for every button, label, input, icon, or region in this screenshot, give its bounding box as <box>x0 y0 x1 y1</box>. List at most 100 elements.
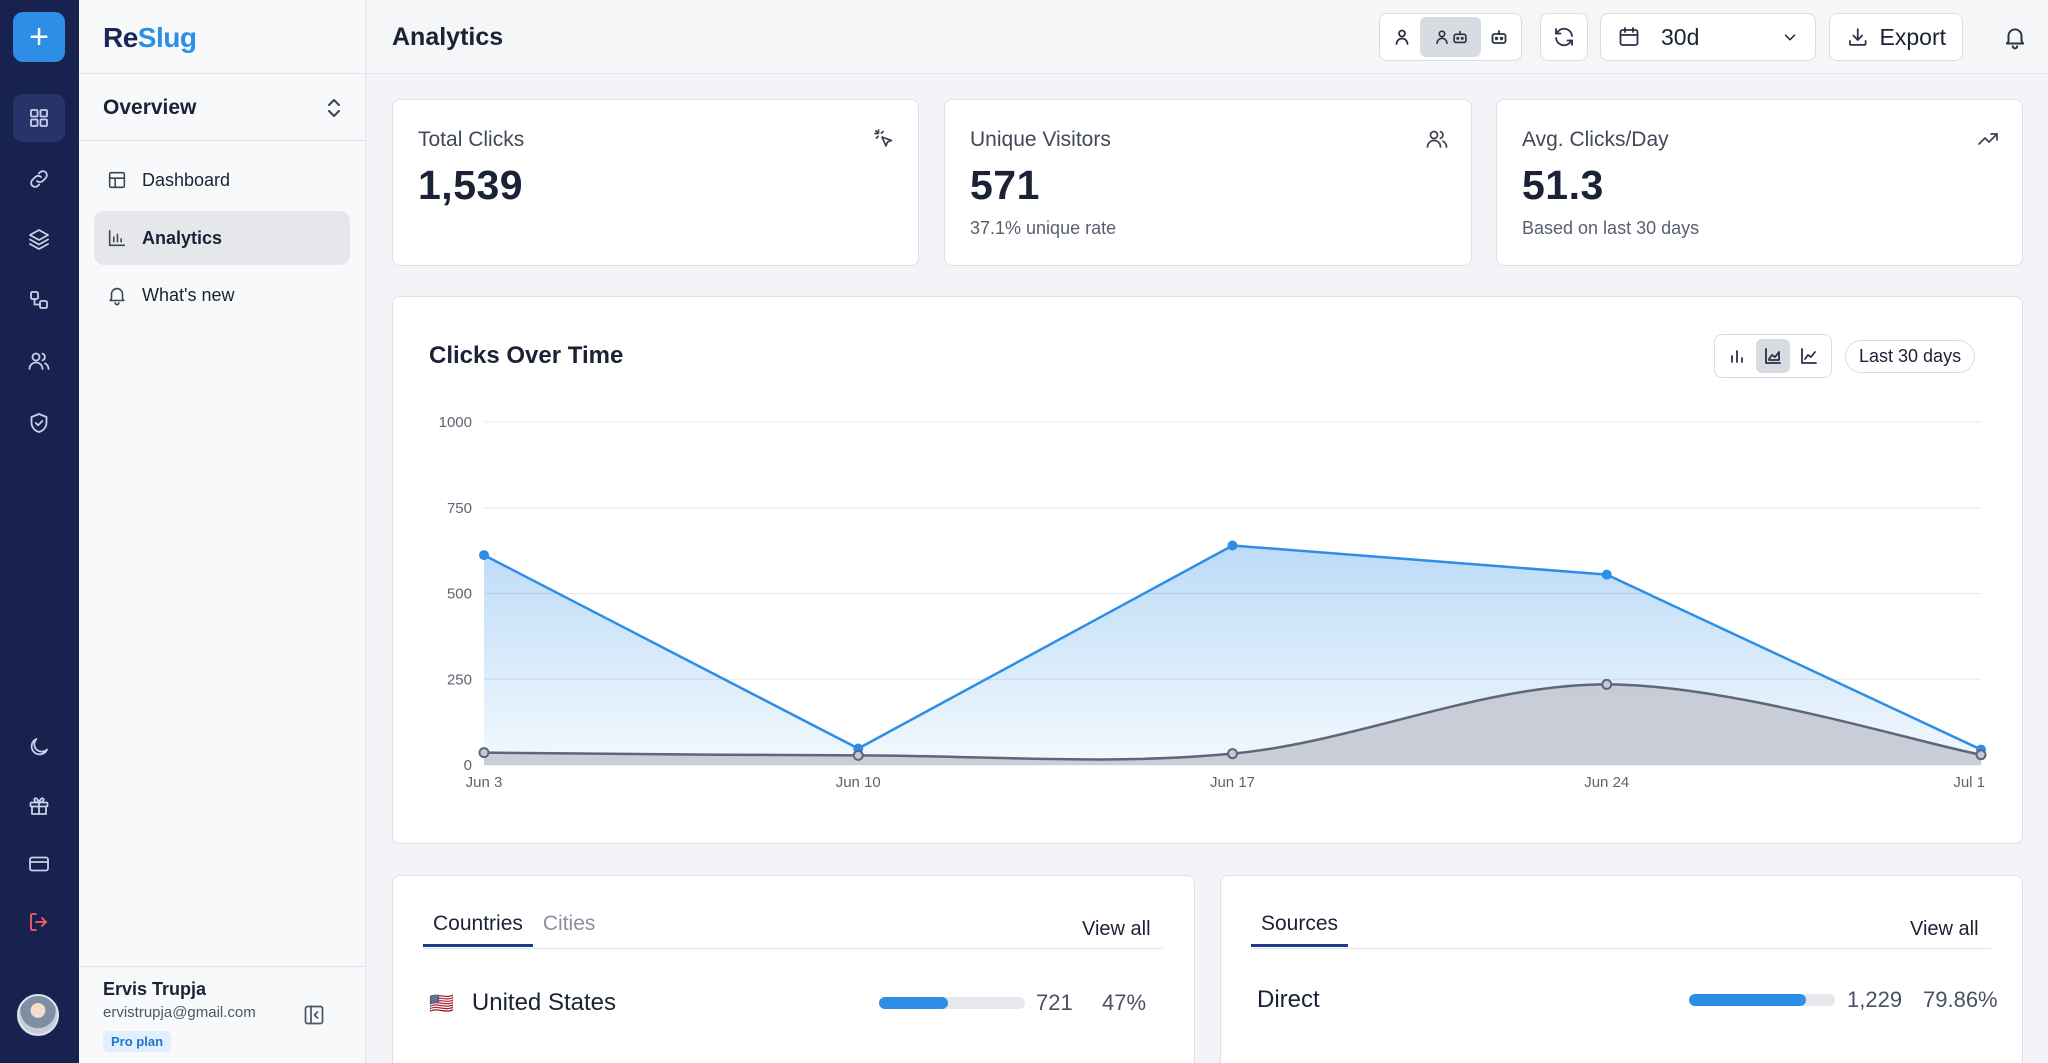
source-label: Direct <box>1257 986 1320 1013</box>
avatar[interactable] <box>17 994 59 1036</box>
rail-layers-button[interactable] <box>13 215 65 263</box>
sidebar-item-analytics[interactable]: Analytics <box>94 211 350 265</box>
sources-tabs: Sources <box>1251 906 1349 947</box>
date-range-value: 30d <box>1661 23 1700 50</box>
row-count: 721 <box>1036 990 1073 1015</box>
chart-type-toggle <box>1714 334 1832 378</box>
humans-filter-button[interactable] <box>1383 17 1420 57</box>
list-item[interactable]: Direct 1,229 79.86% <box>1257 980 1998 1020</box>
date-range-select[interactable]: 30d <box>1600 13 1816 61</box>
dashboard-icon <box>108 171 126 189</box>
line-chart-type-button[interactable] <box>1792 339 1826 373</box>
data-point[interactable] <box>1975 749 1987 761</box>
bell-icon <box>109 287 125 306</box>
tabs-divider <box>1251 948 1991 949</box>
credit-card-icon <box>29 856 49 872</box>
user-email: ervistrupja@gmail.com <box>103 1004 256 1021</box>
tab-sources[interactable]: Sources <box>1251 906 1349 947</box>
stat-label: Unique Visitors <box>970 128 1111 151</box>
share-bar-fill <box>1689 994 1806 1006</box>
logo-re: Re <box>103 22 138 53</box>
download-icon <box>1849 28 1867 46</box>
all-traffic-filter-button[interactable] <box>1420 17 1481 57</box>
line-chart-icon <box>1801 348 1817 364</box>
sidebar-item-whats-new[interactable]: What's new <box>94 268 350 322</box>
logout-icon <box>30 913 47 931</box>
workspace-title: Overview <box>103 96 197 119</box>
bot-icon <box>1492 30 1507 44</box>
export-button[interactable]: Export <box>1829 13 1963 61</box>
stat-value: 571 <box>970 162 1040 208</box>
y-tick-label: 1000 <box>439 414 472 431</box>
traffic-filter-toggle <box>1379 13 1522 61</box>
calendar-icon <box>1619 27 1639 46</box>
stat-label: Total Clicks <box>418 128 525 151</box>
app-logo[interactable]: ReSlug <box>103 22 197 54</box>
data-point[interactable] <box>1227 540 1238 551</box>
rail-security-button[interactable] <box>13 399 65 447</box>
app-rail: + <box>0 0 79 1063</box>
bell-icon <box>2005 28 2025 50</box>
sources-view-all-link[interactable]: View all <box>1910 918 1979 940</box>
sidebar: ReSlug Overview Dashboard Analytics What… <box>79 0 366 1063</box>
bot-icon <box>1452 30 1467 44</box>
bots-filter-button[interactable] <box>1481 17 1518 57</box>
workspace-switcher[interactable]: Overview <box>103 94 343 122</box>
series-area-fill <box>484 684 1981 765</box>
share-bar <box>1689 994 1835 1006</box>
data-point[interactable] <box>1601 569 1612 580</box>
sidebar-item-dashboard[interactable]: Dashboard <box>94 153 350 207</box>
rail-billing-button[interactable] <box>13 840 65 888</box>
rail-links-button[interactable] <box>13 155 65 203</box>
stat-card-unique-visitors: Unique Visitors 571 37.1% unique rate <box>944 99 1472 266</box>
tab-countries[interactable]: Countries <box>423 906 533 947</box>
data-point[interactable] <box>478 747 490 759</box>
sidebar-divider <box>79 140 366 141</box>
create-button[interactable]: + <box>13 12 65 62</box>
stat-value: 51.3 <box>1522 162 1604 208</box>
sidebar-item-label: Dashboard <box>142 169 231 190</box>
refresh-button[interactable] <box>1540 13 1588 61</box>
y-tick-label: 250 <box>447 671 472 688</box>
data-point[interactable] <box>479 550 489 561</box>
chevrons-up-down-icon <box>328 99 340 117</box>
chart-title: Clicks Over Time <box>429 342 624 369</box>
row-percent: 47% <box>1102 990 1147 1015</box>
data-point[interactable] <box>1227 748 1238 760</box>
rail-gift-button[interactable] <box>13 782 65 830</box>
share-bar-fill <box>879 997 948 1009</box>
page-title: Analytics <box>392 23 504 51</box>
x-tick-label: Jul 1 <box>1953 774 1985 791</box>
moon-icon <box>30 738 48 756</box>
chart-range-pill[interactable]: Last 30 days <box>1845 340 1976 373</box>
rail-team-button[interactable] <box>13 337 65 385</box>
top-header: Analytics 30d Export <box>366 0 2048 74</box>
locations-view-all-link[interactable]: View all <box>1082 918 1151 940</box>
list-item[interactable]: 🇺🇸 United States 721 47% <box>429 983 1159 1023</box>
notifications-button[interactable] <box>2002 24 2028 50</box>
area-chart-icon <box>1765 348 1781 364</box>
users-icon <box>28 352 50 370</box>
users-icon <box>1425 127 1449 151</box>
export-label: Export <box>1879 23 1946 50</box>
locations-card: Countries Cities View all 🇺🇸 United Stat… <box>392 875 1195 1063</box>
rail-overview-button[interactable] <box>13 94 65 142</box>
user-profile[interactable]: Ervis Trupja ervistrupja@gmail.com Pro p… <box>103 979 256 1052</box>
tab-cities[interactable]: Cities <box>542 912 596 935</box>
trending-up-icon <box>1976 127 2000 151</box>
rail-theme-button[interactable] <box>13 723 65 771</box>
area-chart-type-button[interactable] <box>1756 339 1790 373</box>
logo-slug: Slug <box>137 22 197 53</box>
data-point[interactable] <box>852 749 864 761</box>
collapse-sidebar-button[interactable] <box>303 1004 325 1026</box>
bar-chart-type-button[interactable] <box>1720 339 1754 373</box>
y-tick-label: 0 <box>464 757 472 774</box>
bar-chart-icon <box>1731 350 1743 363</box>
rail-logout-button[interactable] <box>13 898 65 946</box>
us-flag-icon: 🇺🇸 <box>429 992 454 1015</box>
rail-integrations-button[interactable] <box>13 276 65 324</box>
data-point[interactable] <box>1601 678 1613 690</box>
country-label: United States <box>471 989 616 1016</box>
x-tick-label: Jun 3 <box>466 774 503 791</box>
stat-subtext: Based on last 30 days <box>1522 218 1700 238</box>
